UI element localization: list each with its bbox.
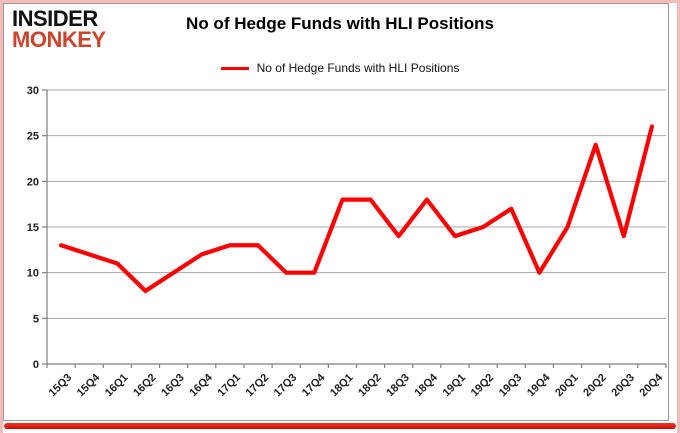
x-tick-label: 20Q4	[638, 371, 666, 399]
x-tick-label: 20Q3	[609, 372, 637, 400]
legend-line-swatch	[220, 66, 249, 70]
y-tick-label: 30	[27, 85, 39, 97]
line-chart: 0 5 10 15 20 25 30 15Q3 15Q4 16Q1 16Q2 16Q3 16Q4 17Q1…	[27, 85, 667, 400]
y-tick-label: 15	[27, 222, 39, 234]
x-tick-label: 19Q1	[441, 372, 469, 400]
x-tick-label: 20Q2	[581, 372, 609, 400]
x-tick-label: 16Q1	[103, 372, 131, 400]
x-tick-label: 19Q3	[497, 372, 525, 400]
y-tick-label: 10	[27, 268, 39, 280]
x-tick-label: 16Q2	[131, 372, 159, 400]
series-line-hli-positions	[58, 124, 655, 294]
x-tick-label: 18Q1	[328, 372, 356, 400]
x-tick-label: 16Q3	[159, 372, 187, 400]
y-tick-label: 5	[33, 313, 39, 325]
x-tick-label: 18Q3	[384, 372, 412, 400]
bottom-border-bar	[4, 423, 676, 429]
x-tick-label: 18Q2	[356, 372, 384, 400]
x-tick-label: 17Q2	[244, 372, 272, 400]
x-tick-label: 15Q4	[75, 371, 103, 399]
x-tick-label: 17Q3	[272, 372, 300, 400]
y-tick-label: 20	[27, 176, 39, 188]
chart-legend: No of Hedge Funds with HLI Positions	[3, 61, 677, 75]
legend-label: No of Hedge Funds with HLI Positions	[256, 61, 460, 75]
y-tick-label: 25	[27, 131, 39, 143]
logo-word-monkey: MONKEY	[12, 26, 106, 52]
insider-monkey-logo: INSIDER MONKEY	[12, 6, 106, 52]
x-tick-label: 17Q1	[215, 372, 243, 400]
x-tick-label: 18Q4	[412, 371, 440, 399]
logo-word-insider: INSIDER	[12, 6, 98, 31]
x-tick-label: 19Q4	[525, 371, 553, 399]
x-tick-label: 17Q4	[300, 371, 328, 399]
x-tick-label: 20Q1	[553, 372, 581, 400]
x-tick-label: 16Q4	[187, 371, 215, 399]
chart-title: No of Hedge Funds with HLI Positions	[186, 14, 494, 33]
x-tick-label: 19Q2	[469, 372, 497, 400]
x-tick-label: 15Q3	[47, 372, 75, 400]
y-tick-label: 0	[33, 359, 39, 371]
